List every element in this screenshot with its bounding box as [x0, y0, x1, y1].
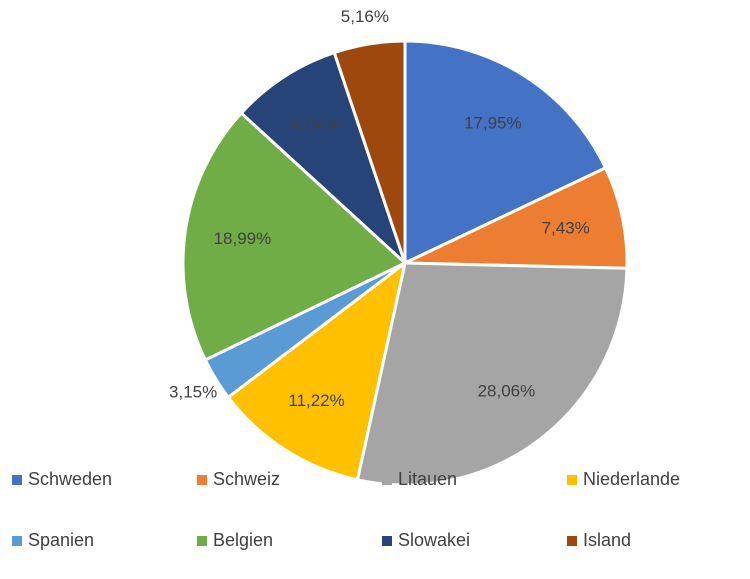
data-label: 3,15% [169, 383, 217, 402]
legend-label: Island [583, 530, 631, 550]
legend-swatch [567, 475, 577, 485]
pie-slice [181, 110, 408, 362]
pie-slice [332, 39, 407, 264]
data-label: 8,04% [291, 115, 339, 134]
legend-label: Slowakei [398, 530, 470, 550]
legend-label: Schweiz [213, 469, 280, 489]
data-label: 11,22% [288, 391, 344, 410]
pie-slice [355, 261, 629, 487]
legend-label: Litauen [398, 469, 457, 489]
data-label: 17,95% [464, 114, 522, 133]
legend-swatch [382, 536, 392, 546]
legend-swatch [382, 475, 392, 485]
pie-slice [226, 259, 408, 482]
pie-slice [404, 165, 629, 270]
data-label: 18,99% [214, 229, 272, 248]
legend-label: Niederlande [583, 469, 680, 489]
legend-label: Schweden [28, 469, 112, 489]
legend-swatch [12, 536, 22, 546]
legend-swatch [197, 536, 207, 546]
legend-swatch [12, 475, 22, 485]
legend-swatch [567, 536, 577, 546]
data-label: 5,16% [341, 7, 389, 26]
pie-slice [403, 39, 608, 266]
legend-label: Spanien [28, 530, 94, 550]
data-label: 28,06% [478, 382, 536, 401]
legend-label: Belgien [213, 530, 273, 550]
pie-slice [239, 50, 407, 265]
legend-swatch [197, 475, 207, 485]
data-label: 7,43% [542, 218, 590, 237]
